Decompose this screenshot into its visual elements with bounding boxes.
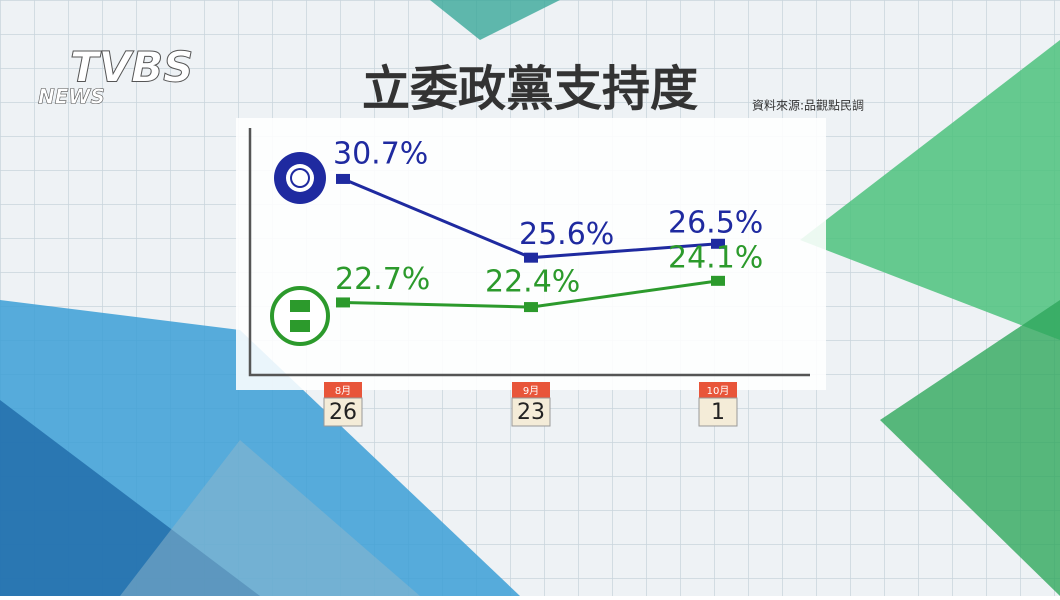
x-tick-month: 9月 — [523, 385, 539, 397]
point-marker — [524, 302, 538, 313]
point-marker — [336, 297, 350, 308]
logo-sub: NEWS — [38, 85, 105, 109]
x-tick-month: 8月 — [335, 385, 351, 397]
value-label: 26.5% — [668, 205, 763, 240]
point-marker — [711, 275, 725, 286]
x-tick-day: 23 — [517, 400, 545, 425]
dpp-logo — [270, 286, 330, 346]
kmt-logo — [274, 152, 326, 204]
calendar-top — [699, 382, 737, 398]
logo: TVBS — [70, 43, 193, 92]
point-marker — [336, 173, 350, 184]
value-label: 30.7% — [333, 136, 428, 171]
value-label: 25.6% — [519, 217, 614, 252]
calendar-body — [511, 397, 551, 427]
value-label: 22.7% — [335, 262, 430, 297]
point-marker — [711, 238, 725, 249]
x-tick-day: 1 — [711, 400, 725, 425]
value-label: 22.4% — [485, 265, 580, 300]
value-label: 24.1% — [668, 240, 763, 275]
point-marker — [524, 252, 538, 263]
x-tick-day: 26 — [329, 400, 357, 425]
bg-shape — [120, 440, 420, 596]
source: 資料來源:品觀點民調 — [752, 99, 864, 113]
calendar-body — [323, 397, 363, 427]
bg-shape — [800, 40, 1060, 340]
bg-shape — [430, 0, 560, 40]
bg-shape — [880, 300, 1060, 596]
chart-title: 立委政黨支持度 — [362, 61, 698, 117]
calendar-body — [698, 397, 738, 427]
calendar-top — [324, 382, 362, 398]
axis — [248, 128, 810, 377]
x-tick-month: 10月 — [707, 385, 730, 397]
calendar-top — [512, 382, 550, 398]
